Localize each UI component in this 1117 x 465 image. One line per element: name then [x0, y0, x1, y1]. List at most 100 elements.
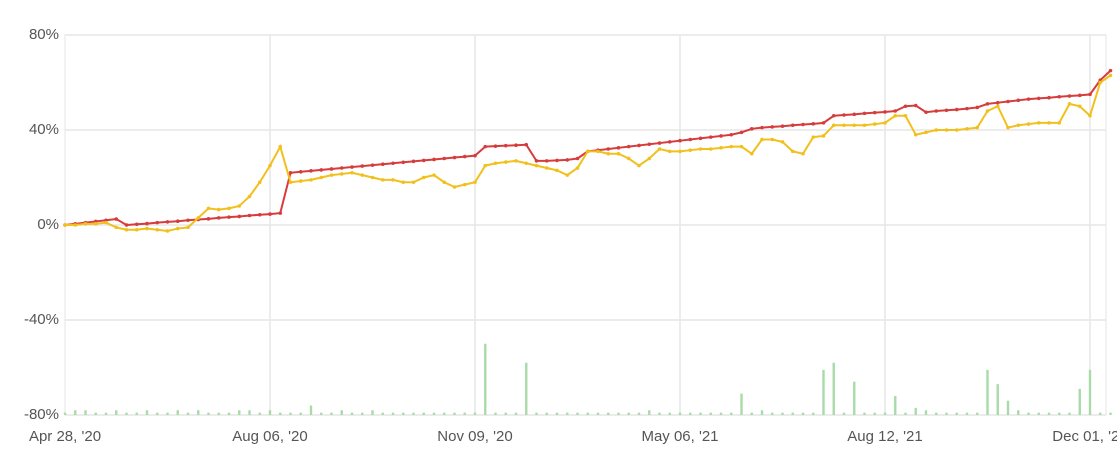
- series-point: [719, 134, 723, 138]
- series-point: [247, 194, 252, 199]
- series-point: [1077, 104, 1082, 109]
- series-point: [811, 122, 816, 126]
- volume-bar: [1088, 369, 1092, 415]
- series-point: [606, 147, 611, 151]
- series-point: [872, 122, 877, 126]
- volume-bar: [894, 396, 897, 415]
- volume-bar: [617, 412, 620, 415]
- y-tick-label: 0%: [37, 216, 59, 233]
- series-point: [380, 162, 385, 166]
- series-point: [114, 225, 119, 230]
- series-point: [924, 110, 928, 114]
- volume-bar: [924, 410, 928, 415]
- x-tick-label: Nov 09, '20: [437, 428, 512, 445]
- volume-bar: [350, 412, 354, 415]
- series-point: [647, 142, 652, 147]
- y-tick-label: 40%: [29, 121, 59, 138]
- series-point: [770, 137, 775, 142]
- volume-bar: [1006, 400, 1010, 415]
- volume-bar: [115, 410, 118, 415]
- volume-bar: [566, 412, 569, 415]
- volume-bar: [627, 412, 630, 415]
- volume-bar: [996, 384, 999, 415]
- series-point: [1067, 94, 1072, 98]
- series-point: [462, 182, 467, 187]
- volume-bar: [289, 412, 292, 415]
- series-point: [749, 151, 754, 156]
- volume-bar: [63, 412, 67, 415]
- series-point: [708, 147, 713, 151]
- volume-bar: [484, 343, 487, 415]
- series-point: [350, 165, 354, 169]
- volume-bar: [1109, 412, 1112, 415]
- series-point: [729, 144, 734, 149]
- series-point: [247, 213, 252, 218]
- series-point: [944, 128, 949, 132]
- series-point: [667, 140, 672, 144]
- series-point: [667, 149, 672, 154]
- volume-bar: [1017, 410, 1020, 415]
- series-point: [729, 132, 734, 137]
- volume-bar: [94, 412, 97, 415]
- series-point: [175, 226, 180, 231]
- series-point: [555, 168, 559, 173]
- series-point: [134, 227, 139, 232]
- series-point: [555, 158, 559, 163]
- series-point: [339, 166, 344, 170]
- series-point: [647, 156, 652, 161]
- series-line: [64, 69, 1112, 227]
- series-point: [319, 168, 324, 172]
- series-point: [780, 140, 785, 144]
- volume-bar: [1058, 412, 1061, 415]
- volume-bar: [166, 412, 169, 415]
- series-point: [452, 155, 457, 160]
- series-point: [534, 159, 539, 163]
- series-point: [432, 157, 436, 162]
- series-point: [196, 216, 201, 220]
- volume-bar: [853, 381, 856, 415]
- series-point: [852, 123, 857, 128]
- series-point: [637, 143, 641, 148]
- series-point: [606, 151, 611, 156]
- series-point: [1016, 123, 1021, 128]
- volume-bar: [730, 412, 733, 415]
- series-point: [237, 214, 242, 219]
- series-point: [565, 173, 570, 177]
- volume-bar: [668, 412, 671, 415]
- series-point: [903, 113, 908, 118]
- series-point: [104, 220, 108, 225]
- series-point: [411, 180, 416, 185]
- series-point: [401, 180, 406, 185]
- volume-bar: [227, 412, 231, 415]
- series-point: [801, 151, 805, 156]
- volume-bar: [904, 412, 907, 415]
- series-point: [298, 179, 303, 183]
- series-point: [1006, 99, 1010, 104]
- series-point: [206, 206, 211, 211]
- series-point: [155, 220, 160, 225]
- series-point: [637, 163, 641, 168]
- series-point: [913, 103, 918, 108]
- series-point: [811, 135, 816, 139]
- series-point: [1016, 98, 1021, 103]
- series-point: [1088, 113, 1092, 118]
- series-point: [524, 142, 529, 147]
- series-point: [1036, 96, 1041, 101]
- series-point: [165, 220, 170, 224]
- volume-bar: [473, 412, 477, 415]
- volume-bar: [145, 410, 149, 415]
- series-point: [288, 180, 293, 185]
- series-point: [329, 167, 334, 171]
- volume-bar: [648, 410, 651, 415]
- volume-bar: [258, 412, 261, 415]
- volume-bar: [186, 412, 190, 415]
- series-point: [227, 206, 231, 211]
- volume-bar: [422, 412, 425, 415]
- series-point: [370, 175, 375, 180]
- volume-bar: [514, 412, 518, 415]
- series-point: [216, 216, 221, 220]
- volume-bar: [740, 393, 743, 415]
- volume-bar: [914, 407, 917, 415]
- volume-bar: [750, 412, 753, 415]
- series-point: [360, 173, 365, 177]
